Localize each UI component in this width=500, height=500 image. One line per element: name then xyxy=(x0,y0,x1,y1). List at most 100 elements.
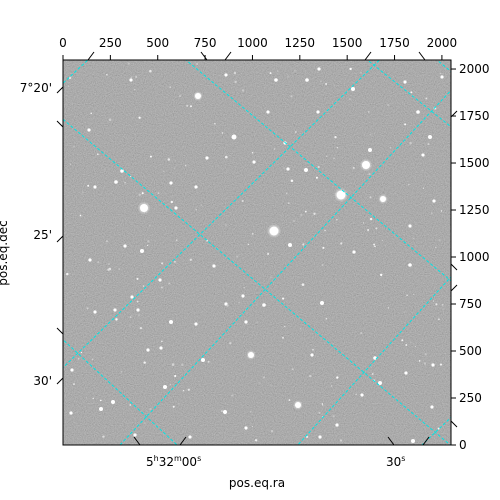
star xyxy=(130,295,134,299)
faint-star xyxy=(300,213,303,217)
faint-star xyxy=(170,160,172,162)
faint-star xyxy=(405,344,408,346)
star xyxy=(269,226,279,236)
faint-star xyxy=(360,332,363,335)
star xyxy=(266,110,270,114)
star xyxy=(223,410,227,414)
faint-star xyxy=(282,166,286,170)
faint-star xyxy=(167,158,171,161)
star xyxy=(212,264,216,268)
faint-star xyxy=(168,282,171,285)
faint-star xyxy=(179,95,181,97)
star xyxy=(87,128,91,132)
faint-star xyxy=(236,345,239,348)
faint-star xyxy=(274,148,276,150)
faint-star xyxy=(406,294,408,296)
faint-star xyxy=(128,324,132,327)
right-tick-label: 500 xyxy=(459,344,482,358)
faint-star xyxy=(416,164,418,166)
plot-frame xyxy=(62,59,452,446)
faint-star xyxy=(138,116,141,119)
star xyxy=(262,303,266,307)
right-tick-label: 1750 xyxy=(459,109,490,123)
faint-star xyxy=(423,362,427,365)
faint-star xyxy=(294,299,296,302)
faint-star xyxy=(66,272,69,276)
faint-star xyxy=(146,244,149,247)
faint-star xyxy=(441,304,444,306)
faint-star xyxy=(221,132,224,134)
faint-star xyxy=(439,72,442,75)
star xyxy=(404,371,408,375)
faint-star xyxy=(267,252,270,255)
star xyxy=(120,169,124,173)
faint-star xyxy=(250,411,252,413)
faint-star xyxy=(309,374,312,378)
star xyxy=(304,168,308,172)
faint-star xyxy=(149,69,152,73)
faint-star xyxy=(409,141,412,145)
faint-star xyxy=(236,255,239,258)
star xyxy=(111,400,115,404)
faint-star xyxy=(161,340,163,343)
star xyxy=(133,433,137,437)
faint-star xyxy=(78,358,80,360)
star xyxy=(360,393,364,397)
faint-star xyxy=(269,106,271,109)
faint-star xyxy=(214,122,216,125)
faint-star xyxy=(313,212,316,215)
faint-star xyxy=(129,175,132,177)
star xyxy=(205,156,209,160)
star xyxy=(428,135,432,139)
faint-star xyxy=(334,136,337,139)
right-tick-label: 1000 xyxy=(459,250,490,264)
faint-star xyxy=(360,72,362,74)
faint-star xyxy=(287,202,290,205)
faint-star xyxy=(355,393,357,396)
faint-star xyxy=(336,146,339,149)
star xyxy=(316,110,320,114)
faint-star xyxy=(374,132,376,134)
faint-star xyxy=(434,246,437,249)
dec-tick-label-2: 30' xyxy=(33,374,52,388)
top-tick-label: 0 xyxy=(59,36,67,50)
faint-star xyxy=(68,76,72,80)
top-tick-label: 1750 xyxy=(379,36,410,50)
faint-star xyxy=(276,70,279,72)
faint-star xyxy=(172,405,175,408)
faint-star xyxy=(226,223,228,226)
faint-star xyxy=(157,192,160,194)
right-tick-label: 750 xyxy=(459,297,482,311)
faint-star xyxy=(387,307,390,309)
faint-star xyxy=(155,92,157,94)
faint-star xyxy=(320,80,322,83)
faint-star xyxy=(367,229,370,231)
faint-star xyxy=(439,363,443,366)
faint-star xyxy=(80,351,83,354)
right-tick-label: 2000 xyxy=(459,62,490,76)
top-tick-label: 1500 xyxy=(332,36,363,50)
faint-star xyxy=(442,308,445,311)
faint-star xyxy=(258,382,262,385)
star xyxy=(140,204,148,212)
top-tick-label: 1000 xyxy=(237,36,268,50)
star xyxy=(99,407,103,411)
star xyxy=(169,320,173,324)
faint-star xyxy=(108,118,112,121)
top-pixel-axis: 0 250 500 750 1000 1250 1500 1750 2000 xyxy=(59,36,457,60)
faint-star xyxy=(412,255,414,257)
faint-star xyxy=(176,239,178,241)
faint-star xyxy=(424,353,427,356)
faint-star xyxy=(209,144,212,147)
faint-star xyxy=(254,439,258,442)
faint-star xyxy=(68,85,70,87)
faint-star xyxy=(129,316,132,318)
faint-star xyxy=(63,241,66,244)
faint-star xyxy=(301,283,305,286)
right-tick-label: 1500 xyxy=(459,156,490,170)
star xyxy=(286,167,290,171)
faint-star xyxy=(139,326,143,330)
star xyxy=(432,199,436,203)
faint-star xyxy=(143,262,147,266)
top-tick-label: 250 xyxy=(99,36,122,50)
